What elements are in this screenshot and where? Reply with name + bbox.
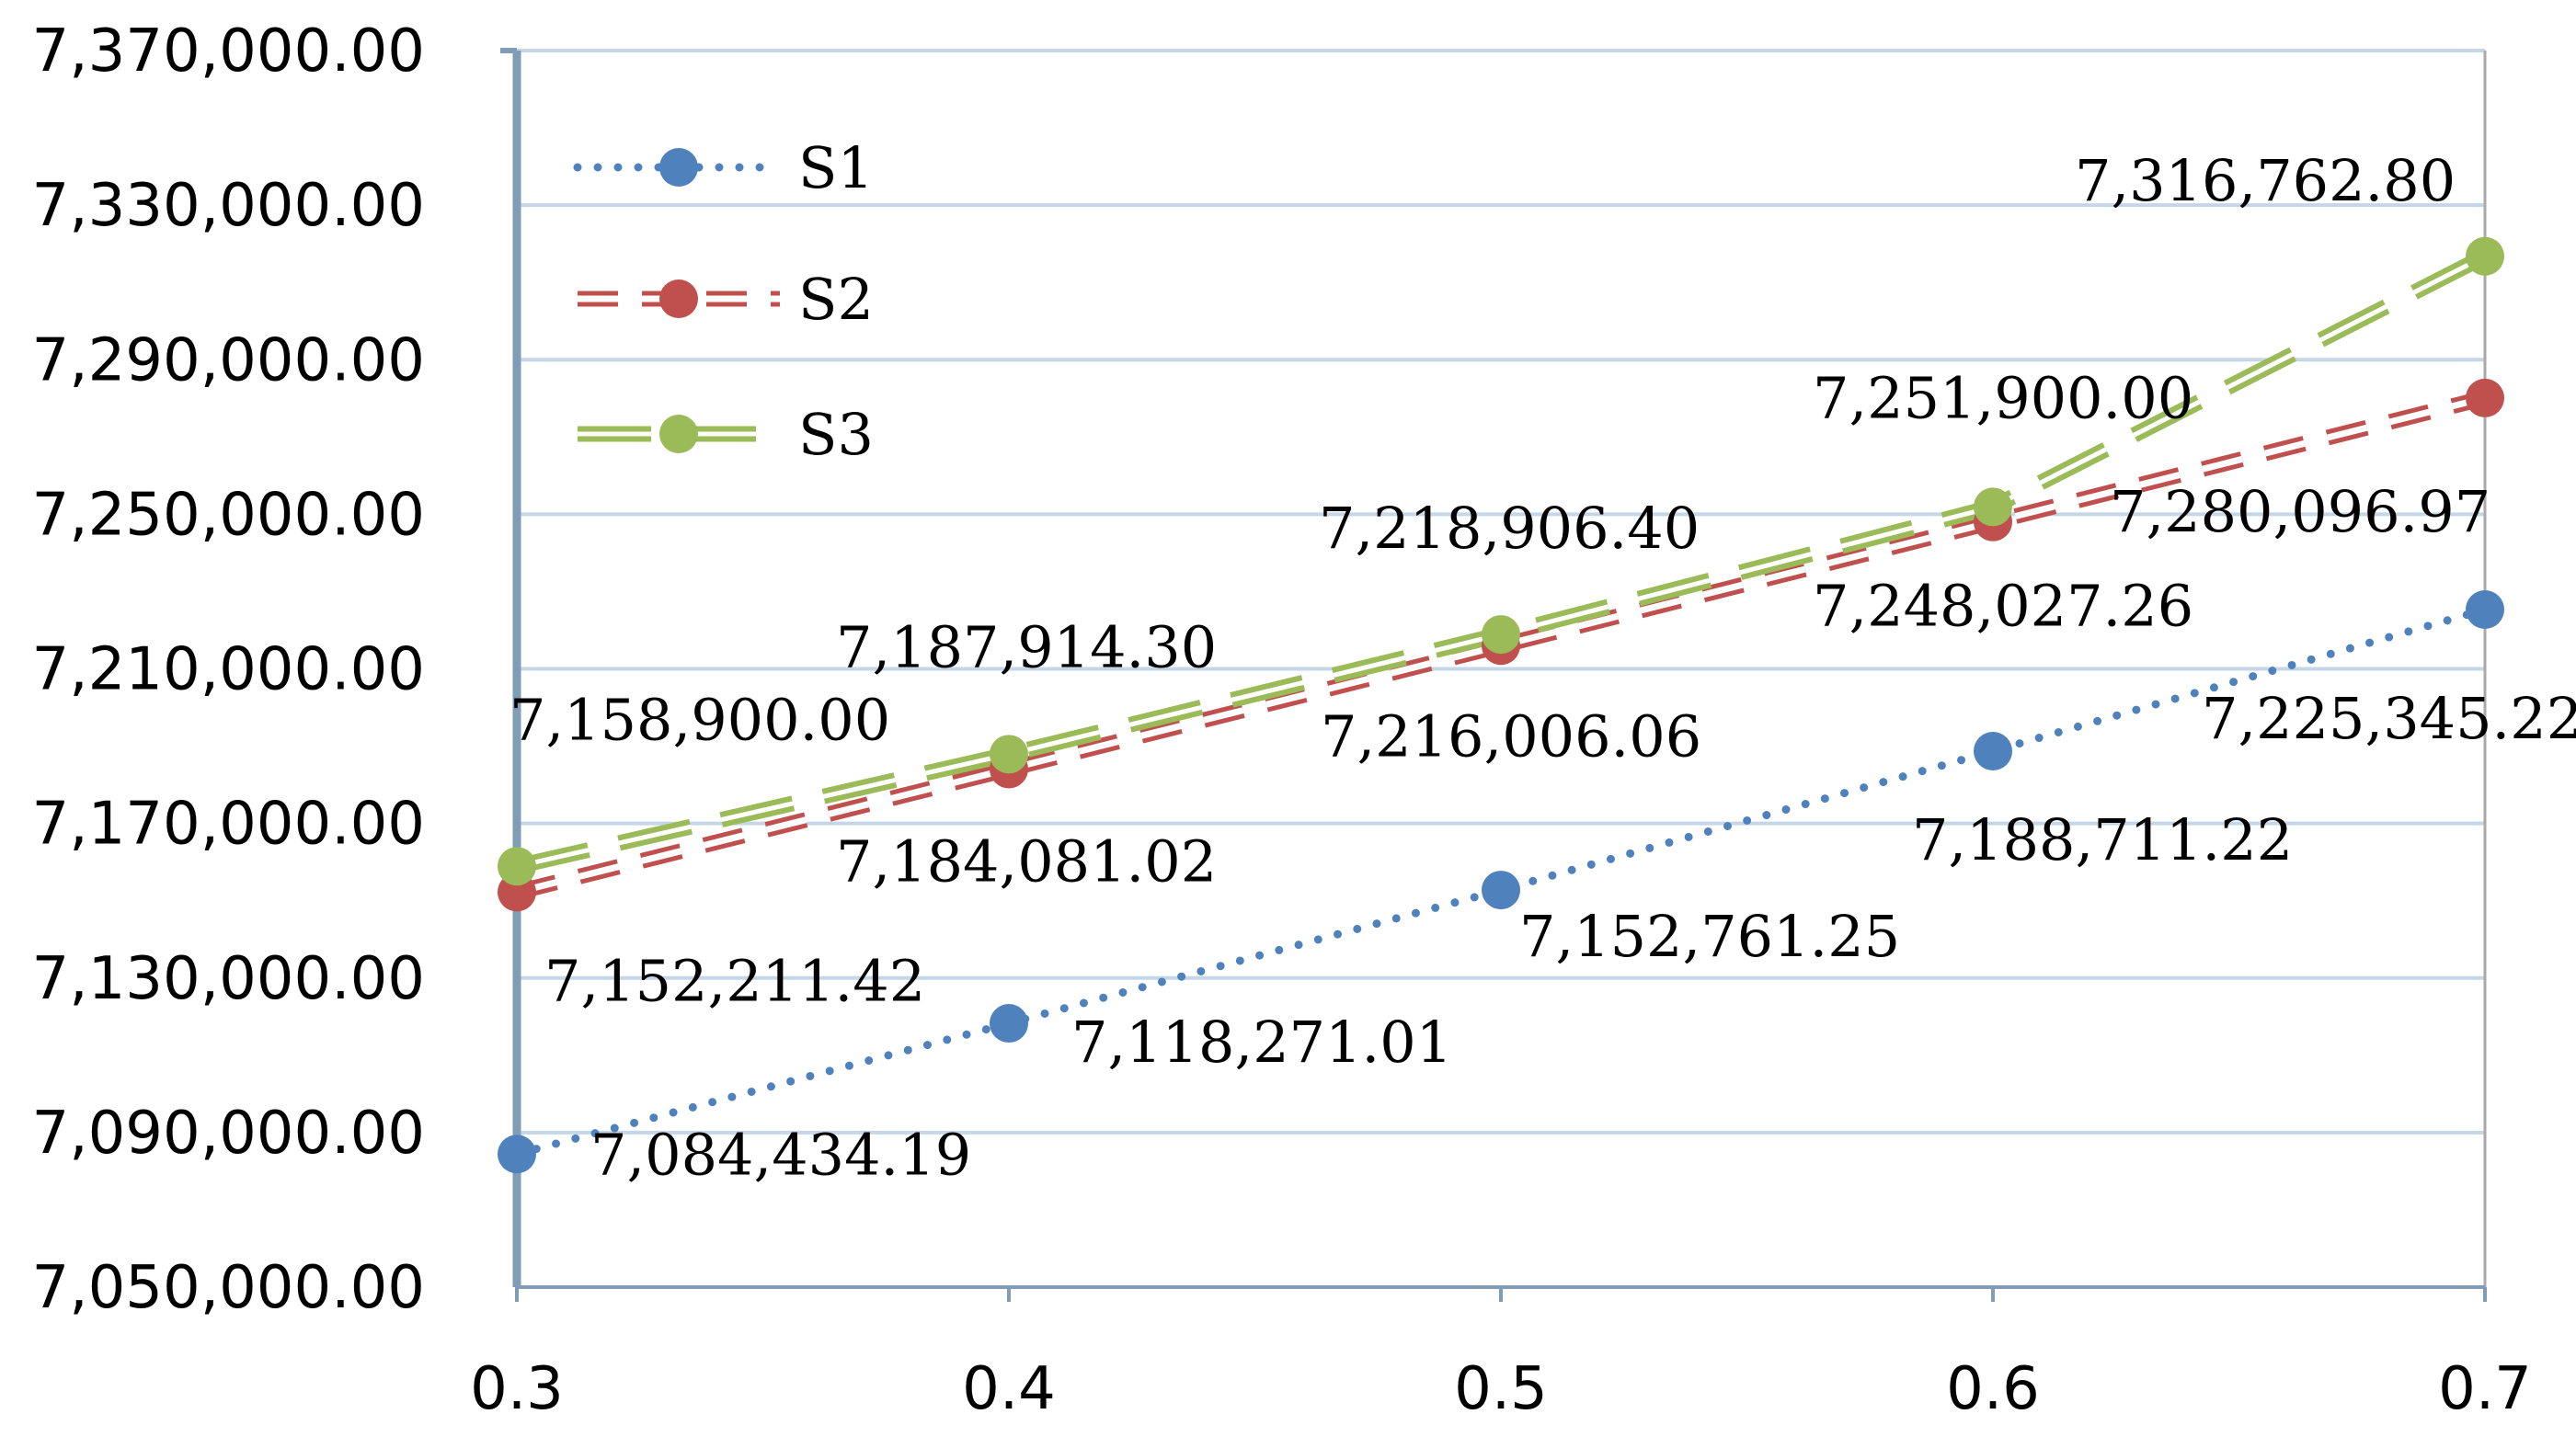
axes: 7,050,000.00 7,090,000.00 7,130,000.00 7,17… xyxy=(32,17,2532,1423)
y-tick-label: 7,330,000.00 xyxy=(32,172,426,240)
y-tick-label: 7,170,000.00 xyxy=(32,791,426,859)
legend-label-s2: S2 xyxy=(798,266,874,333)
data-label-s3: 7,218,906.40 xyxy=(1319,495,1700,562)
data-point-s3 xyxy=(498,847,536,886)
series-line-s2-inner xyxy=(516,394,2486,895)
legend-marker-s2 xyxy=(659,279,698,318)
legend-marker-s1 xyxy=(659,148,698,187)
y-tick-label: 7,130,000.00 xyxy=(32,945,426,1013)
data-label-s2: 7,184,081.02 xyxy=(836,827,1217,895)
data-label-s3: 7,251,900.00 xyxy=(1813,364,2193,431)
data-point-s1 xyxy=(498,1135,536,1174)
data-label-s1: 7,188,711.22 xyxy=(1912,806,2293,873)
data-label-s1: 7,084,434.19 xyxy=(590,1121,971,1188)
x-tick-label: 0.6 xyxy=(1946,1355,2040,1423)
data-label-s3: 7,158,900.00 xyxy=(509,686,890,753)
data-label-s1: 7,152,761.25 xyxy=(1519,903,1900,970)
data-point-s2 xyxy=(2466,378,2504,417)
legend: S1 S2 S3 xyxy=(573,134,874,468)
data-point-s3 xyxy=(2466,236,2504,276)
legend-label-s3: S3 xyxy=(798,401,874,468)
data-point-s1 xyxy=(990,1004,1028,1044)
data-point-s1 xyxy=(1974,731,2012,770)
y-tick-label: 7,290,000.00 xyxy=(32,326,426,394)
y-tick-label: 7,370,000.00 xyxy=(32,17,426,86)
y-tick-label: 7,090,000.00 xyxy=(32,1100,426,1168)
legend-marker-s3 xyxy=(659,415,698,453)
x-tick-label: 0.4 xyxy=(962,1355,1056,1423)
data-label-s1: 7,118,271.01 xyxy=(1071,1009,1452,1076)
data-point-s3 xyxy=(1974,487,2012,527)
data-label-s3: 7,187,914.30 xyxy=(836,613,1217,680)
data-label-s1: 7,225,345.22 xyxy=(2202,685,2576,752)
y-tick-label: 7,210,000.00 xyxy=(32,636,426,704)
legend-label-s1: S1 xyxy=(798,134,874,201)
data-point-s3 xyxy=(1482,615,1520,655)
series-line-s1 xyxy=(512,605,2490,1158)
y-tick-label: 7,250,000.00 xyxy=(32,481,426,549)
data-label-s2: 7,216,006.06 xyxy=(1321,702,1701,770)
data-label-s3: 7,316,762.80 xyxy=(2075,147,2456,214)
data-point-s1 xyxy=(1482,871,1520,910)
gridlines xyxy=(517,49,2485,1135)
data-point-s1 xyxy=(2466,590,2504,630)
x-tick-label: 0.5 xyxy=(1454,1355,1548,1423)
data-label-s2: 7,152,211.42 xyxy=(544,947,925,1014)
y-tick-label: 7,050,000.00 xyxy=(32,1254,426,1322)
data-label-s2: 7,248,027.26 xyxy=(1813,573,2193,640)
x-tick-label: 0.7 xyxy=(2438,1355,2532,1423)
data-point-s3 xyxy=(990,735,1028,774)
x-tick-label: 0.3 xyxy=(470,1355,564,1423)
data-labels: 7,084,434.197,118,271.017,152,761.257,18… xyxy=(509,147,2576,1189)
data-label-s2: 7,280,096.97 xyxy=(2110,478,2490,545)
series-markers xyxy=(498,236,2504,1174)
